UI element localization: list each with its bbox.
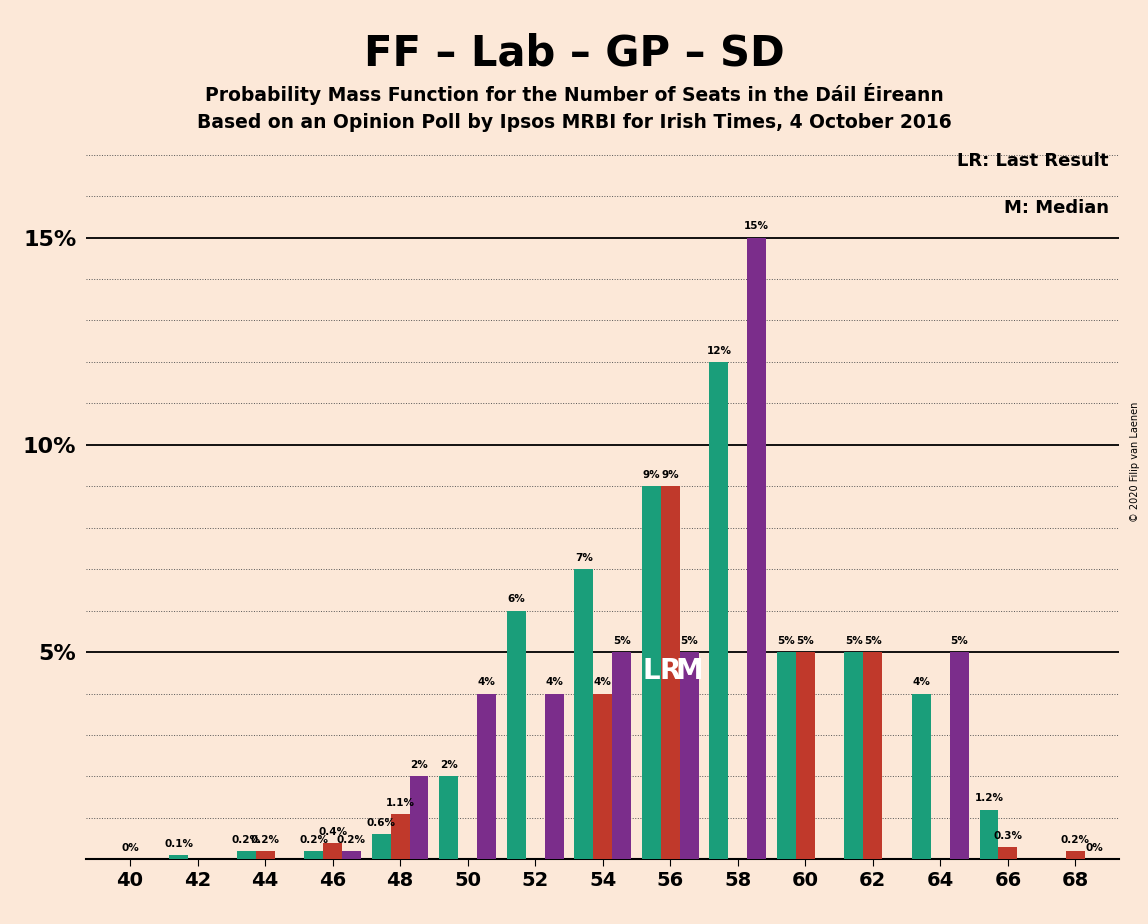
Text: M: Median: M: Median	[1004, 200, 1109, 217]
Bar	[390, 814, 410, 859]
Text: L: L	[643, 657, 660, 686]
Bar	[661, 486, 680, 859]
Text: 5%: 5%	[777, 636, 796, 646]
Text: 4%: 4%	[478, 677, 496, 687]
Bar	[506, 611, 526, 859]
Bar	[912, 694, 931, 859]
Bar	[709, 362, 728, 859]
Text: 12%: 12%	[706, 346, 731, 356]
Text: 2%: 2%	[440, 760, 458, 771]
Text: 15%: 15%	[744, 222, 769, 231]
Text: 0.1%: 0.1%	[164, 839, 193, 849]
Bar	[680, 652, 699, 859]
Bar	[169, 856, 188, 859]
Bar	[1066, 851, 1085, 859]
Text: 4%: 4%	[913, 677, 930, 687]
Text: 0.2%: 0.2%	[1061, 834, 1089, 845]
Bar	[612, 652, 631, 859]
Text: 9%: 9%	[643, 470, 660, 480]
Text: 4%: 4%	[545, 677, 563, 687]
Text: FF – Lab – GP – SD: FF – Lab – GP – SD	[364, 32, 784, 74]
Text: Probability Mass Function for the Number of Seats in the Dáil Éireann: Probability Mass Function for the Number…	[204, 83, 944, 105]
Bar	[777, 652, 796, 859]
Bar	[478, 694, 496, 859]
Text: 6%: 6%	[507, 594, 525, 604]
Text: 1.2%: 1.2%	[975, 794, 1003, 803]
Text: 0%: 0%	[122, 843, 139, 853]
Text: 1.1%: 1.1%	[386, 797, 414, 808]
Text: 0.6%: 0.6%	[366, 819, 396, 828]
Text: Based on an Opinion Poll by Ipsos MRBI for Irish Times, 4 October 2016: Based on an Opinion Poll by Ipsos MRBI f…	[196, 113, 952, 132]
Text: © 2020 Filip van Laenen: © 2020 Filip van Laenen	[1130, 402, 1140, 522]
Text: 0.2%: 0.2%	[300, 834, 328, 845]
Text: 5%: 5%	[951, 636, 968, 646]
Text: 2%: 2%	[410, 760, 428, 771]
Bar	[796, 652, 815, 859]
Text: 5%: 5%	[797, 636, 814, 646]
Text: 5%: 5%	[613, 636, 630, 646]
Bar	[544, 694, 564, 859]
Bar	[845, 652, 863, 859]
Bar	[410, 776, 428, 859]
Text: 5%: 5%	[864, 636, 882, 646]
Bar	[999, 847, 1017, 859]
Bar	[342, 851, 360, 859]
Bar	[323, 843, 342, 859]
Text: 0.2%: 0.2%	[338, 834, 366, 845]
Text: 5%: 5%	[845, 636, 863, 646]
Bar	[949, 652, 969, 859]
Bar	[440, 776, 458, 859]
Text: 0.3%: 0.3%	[993, 831, 1023, 841]
Text: R: R	[660, 657, 681, 686]
Text: LR: Last Result: LR: Last Result	[957, 152, 1109, 170]
Bar	[304, 851, 323, 859]
Bar	[574, 569, 594, 859]
Bar	[863, 652, 883, 859]
Bar	[236, 851, 256, 859]
Text: 0.2%: 0.2%	[232, 834, 261, 845]
Bar	[256, 851, 274, 859]
Text: M: M	[675, 657, 703, 686]
Bar	[594, 694, 612, 859]
Bar	[642, 486, 661, 859]
Text: 4%: 4%	[594, 677, 612, 687]
Text: 0.2%: 0.2%	[250, 834, 280, 845]
Bar	[747, 237, 766, 859]
Text: 0.4%: 0.4%	[318, 827, 347, 836]
Bar	[979, 809, 999, 859]
Text: 5%: 5%	[681, 636, 698, 646]
Text: 0%: 0%	[1086, 843, 1103, 853]
Bar	[372, 834, 390, 859]
Text: 9%: 9%	[661, 470, 678, 480]
Text: 7%: 7%	[575, 553, 592, 563]
